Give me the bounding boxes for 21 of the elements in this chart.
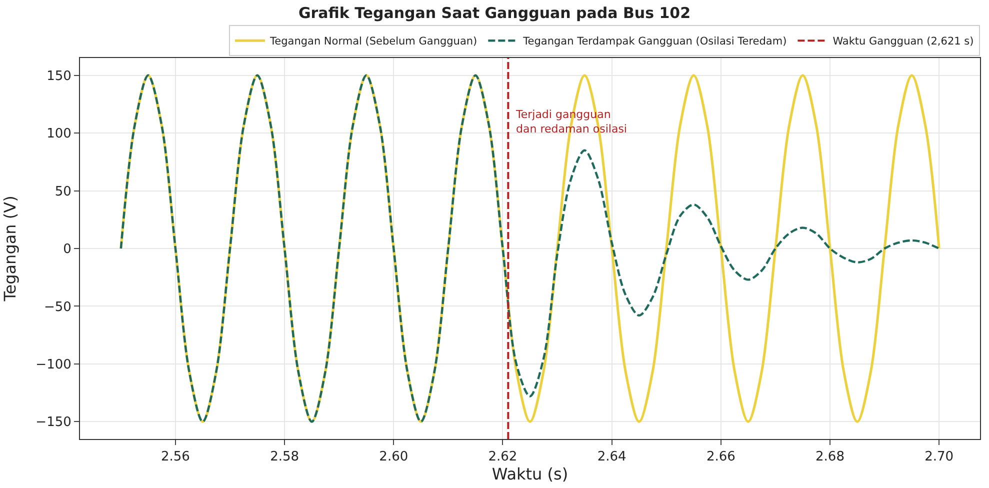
y-tick-label: −100	[36, 358, 72, 372]
x-tick-label: 2.70	[924, 450, 954, 465]
x-tick-label: 2.56	[160, 450, 190, 465]
legend-label: Tegangan Terdampak Gangguan (Osilasi Teredam)	[522, 36, 787, 48]
x-axis-title: Waktu (s)	[492, 464, 568, 484]
x-tick-label: 2.60	[379, 450, 408, 465]
x-tick-label: 2.64	[597, 450, 626, 465]
y-axis-title: Tegangan (V)	[0, 196, 20, 302]
x-tick-label: 2.62	[488, 450, 518, 465]
y-tick-label: 100	[46, 126, 72, 142]
legend-label: Tegangan Normal (Sebelum Gangguan)	[269, 36, 478, 48]
chart-title: Grafik Tegangan Saat Gangguan pada Bus 102	[298, 4, 691, 22]
y-tick-label: −50	[44, 300, 72, 315]
x-tick-label: 2.58	[270, 450, 300, 465]
y-tick-label: 50	[54, 184, 72, 200]
y-tick-label: 0	[63, 242, 72, 258]
legend-label: Waktu Gangguan (2,621 s)	[832, 36, 974, 48]
y-tick-label: −150	[36, 415, 72, 430]
x-tick-label: 2.66	[706, 450, 736, 465]
y-tick-label: 150	[46, 68, 72, 84]
x-tick-label: 2.68	[816, 450, 844, 465]
